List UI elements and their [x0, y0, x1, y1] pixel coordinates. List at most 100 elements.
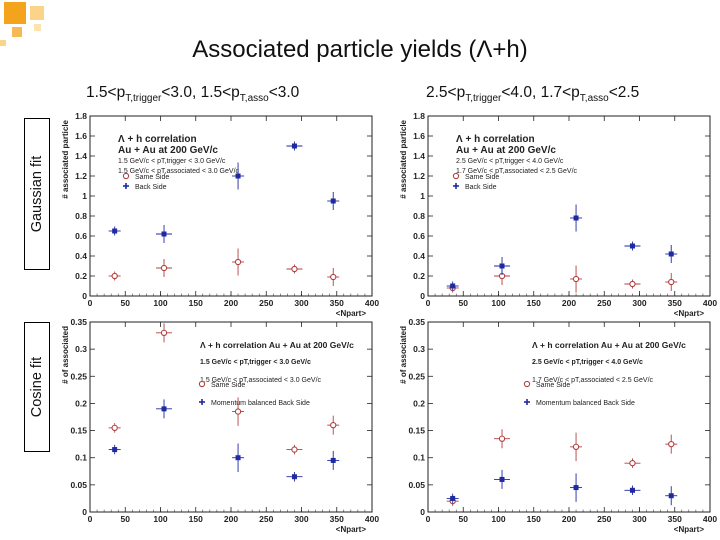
y-tick-label: 0.2 [413, 398, 425, 408]
y-tick-label: 0.1 [75, 453, 87, 463]
data-point-away [499, 263, 505, 269]
y-tick-label: 1.8 [413, 111, 425, 121]
x-axis-label: <Npart> [674, 309, 705, 318]
y-tick-label: 0.2 [75, 398, 87, 408]
data-point-away [573, 485, 579, 491]
x-tick-label: 150 [527, 514, 541, 524]
x-tick-label: 400 [703, 514, 717, 524]
data-point-same [330, 273, 337, 281]
y-tick-label: 0.3 [75, 344, 87, 354]
data-point-away [161, 406, 167, 412]
data-point-away [291, 474, 297, 480]
legend-line: Λ + h correlation Au + Au at 200 GeV/c [532, 340, 686, 350]
data-point-same [234, 258, 242, 266]
legend-marker-same [198, 380, 206, 388]
data-point-same [291, 265, 298, 273]
legend-line: Λ + h correlation Au + Au at 200 GeV/c [200, 340, 354, 350]
x-tick-label: 50 [459, 514, 469, 524]
x-axis-label: <Npart> [336, 525, 367, 534]
y-tick-label: 1.4 [75, 151, 87, 161]
legend-series-name: Momentum balanced Back Side [211, 400, 310, 407]
decor-square-2 [30, 6, 44, 20]
x-tick-label: 150 [527, 298, 541, 308]
legend-series-name: Same Side [135, 174, 169, 181]
plot-frame [89, 321, 373, 513]
y-tick-label: 0 [420, 507, 425, 517]
data-point-same [668, 278, 675, 286]
x-tick-label: 0 [88, 298, 93, 308]
slide-title: Associated particle yields (Λ+h) [192, 36, 528, 63]
x-tick-label: 200 [562, 298, 576, 308]
data-point-away [235, 455, 241, 461]
legend-line: Λ + h correlation [118, 134, 197, 145]
y-axis-label: # of associated [61, 326, 70, 384]
data-point-same [111, 424, 118, 432]
x-tick-label: 50 [121, 298, 131, 308]
x-tick-label: 0 [426, 298, 431, 308]
legend-marker-same [122, 172, 130, 180]
x-tick-label: 350 [668, 298, 682, 308]
data-point-away [573, 215, 579, 221]
y-tick-label: 0.15 [70, 426, 87, 436]
data-point-same [234, 408, 242, 415]
y-tick-label: 0.8 [413, 211, 425, 221]
y-tick-label: 1.6 [75, 131, 87, 141]
x-tick-label: 100 [491, 514, 505, 524]
data-point-away [161, 231, 167, 237]
y-tick-label: 0.8 [75, 211, 87, 221]
data-point-away [629, 487, 635, 493]
y-tick-label: 1 [82, 191, 87, 201]
legend-marker-same [523, 380, 531, 388]
legend-line: Au + Au at 200 GeV/c [118, 145, 218, 156]
data-point-same [291, 446, 298, 453]
chart-panel-4: 0 50 100 150 200 250 300 350 400 0 0.05 0.1 0.15 0.2 0… [399, 317, 717, 534]
legend-series-name: Same Side [536, 382, 570, 389]
data-point-same [572, 275, 580, 283]
y-axis-label: # of associated [399, 326, 408, 384]
x-tick-label: 400 [703, 298, 717, 308]
row-label-cosine: Cosine fit [24, 322, 50, 452]
y-tick-label: 1.2 [75, 171, 87, 181]
legend-series-name: Momentum balanced Back Side [536, 400, 635, 407]
y-tick-label: 0.4 [75, 251, 87, 261]
y-tick-label: 1.6 [413, 131, 425, 141]
data-point-same [629, 459, 636, 467]
data-point-away [668, 251, 674, 257]
legend-line: 1.5 GeV/c < pT,associated < 3.0 GeV/c [200, 377, 322, 384]
x-axis-label: <Npart> [336, 309, 367, 318]
y-tick-label: 0.4 [413, 251, 425, 261]
data-point-same [668, 440, 675, 448]
legend-marker-same [452, 172, 460, 180]
data-point-same [330, 421, 337, 429]
x-tick-label: 200 [224, 298, 238, 308]
column-header-right: 2.5<pT,trigger<4.0, 1.7<pT,asso<2.5 [426, 84, 640, 105]
x-tick-label: 0 [426, 514, 431, 524]
y-tick-label: 0 [420, 291, 425, 301]
row-label-gaussian: Gaussian fit [24, 118, 50, 270]
data-point-same [160, 329, 168, 337]
y-tick-label: 0.05 [70, 480, 87, 490]
y-tick-label: 0.35 [70, 317, 87, 327]
x-tick-label: 300 [294, 514, 308, 524]
legend-series-name: Same Side [465, 174, 499, 181]
y-tick-label: 1.4 [413, 151, 425, 161]
y-tick-label: 0.15 [408, 426, 425, 436]
x-tick-label: 0 [88, 514, 93, 524]
y-tick-label: 0.1 [413, 453, 425, 463]
x-tick-label: 50 [121, 514, 131, 524]
decor-square-3 [12, 27, 22, 37]
x-tick-label: 300 [294, 298, 308, 308]
y-axis-label: # associated particle [61, 119, 70, 198]
legend-line: 1.7 GeV/c < pT,associated < 2.5 GeV/c [532, 377, 654, 384]
y-tick-label: 0.35 [408, 317, 425, 327]
x-tick-label: 100 [153, 298, 167, 308]
column-header-left: 1.5<pT,trigger<3.0, 1.5<pT,asso<3.0 [86, 84, 300, 105]
y-tick-label: 1.2 [413, 171, 425, 181]
data-point-same [629, 280, 636, 288]
legend-line: 2.5 GeV/c < pT,trigger < 4.0 GeV/c [456, 158, 564, 165]
x-tick-label: 300 [632, 298, 646, 308]
chart-panel-2: 0 50 100 150 200 250 300 350 400 0 0.2 0.4 0.6 0.8 1 1.… [399, 111, 717, 318]
data-point-same [572, 443, 580, 451]
x-tick-label: 100 [153, 514, 167, 524]
